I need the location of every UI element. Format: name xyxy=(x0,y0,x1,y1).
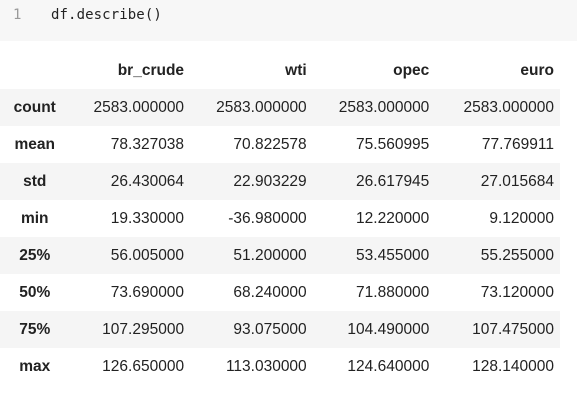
row-label: mean xyxy=(14,135,55,153)
table-cell: 113.030000 xyxy=(225,357,307,375)
table-cell: -36.980000 xyxy=(228,209,307,227)
table-cell: 2583.000000 xyxy=(338,98,430,116)
column-header: br_crude xyxy=(117,61,185,79)
output-area: br_crude wti opec euro count 2583.000000… xyxy=(0,52,577,385)
table-cell: 26.430064 xyxy=(110,172,185,190)
table-cell: 73.690000 xyxy=(110,283,185,301)
table-cell: 128.140000 xyxy=(472,357,554,375)
table-cell: 9.120000 xyxy=(489,209,554,227)
table-row: count 2583.000000 2583.000000 2583.00000… xyxy=(0,89,560,126)
table-cell: 55.255000 xyxy=(480,246,554,264)
table-cell: 26.617945 xyxy=(356,172,430,190)
row-label: count xyxy=(13,98,56,116)
table-cell: 107.475000 xyxy=(472,320,554,338)
table-cell: 2583.000000 xyxy=(93,98,185,116)
table-cell: 78.327038 xyxy=(110,135,185,153)
table-row: 50% 73.690000 68.240000 71.880000 73.120… xyxy=(0,274,560,311)
table-row: mean 78.327038 70.822578 75.560995 77.76… xyxy=(0,126,560,163)
row-label: min xyxy=(20,209,49,227)
row-label: max xyxy=(19,357,51,375)
table-cell: 19.330000 xyxy=(110,209,185,227)
table-row: 25% 56.005000 51.200000 53.455000 55.255… xyxy=(0,237,560,274)
code-input[interactable]: df.describe() xyxy=(51,7,162,23)
table-row: 75% 107.295000 93.075000 104.490000 107.… xyxy=(0,311,560,348)
table-cell: 27.015684 xyxy=(480,172,554,190)
table-cell: 53.455000 xyxy=(356,246,430,264)
table-cell: 2583.000000 xyxy=(463,98,554,116)
code-cell[interactable]: 1 df.describe() xyxy=(0,0,577,41)
column-header: wti xyxy=(285,61,307,79)
table-cell: 126.650000 xyxy=(102,357,185,375)
table-body: count 2583.000000 2583.000000 2583.00000… xyxy=(0,89,560,385)
table-cell: 71.880000 xyxy=(356,283,430,301)
table-cell: 124.640000 xyxy=(347,357,430,375)
table-cell: 73.120000 xyxy=(480,283,554,301)
table-row: max 126.650000 113.030000 124.640000 128… xyxy=(0,348,560,385)
row-label: 50% xyxy=(19,283,51,301)
table-row: min 19.330000 -36.980000 12.220000 9.120… xyxy=(0,200,560,237)
table-cell: 107.295000 xyxy=(102,320,185,338)
line-number: 1 xyxy=(13,7,22,23)
table-cell: 75.560995 xyxy=(356,135,430,153)
row-label: 25% xyxy=(19,246,51,264)
describe-table: br_crude wti opec euro count 2583.000000… xyxy=(0,52,560,385)
table-cell: 12.220000 xyxy=(356,209,430,227)
column-header: opec xyxy=(393,61,430,79)
table-cell: 77.769911 xyxy=(481,135,554,153)
table-cell: 104.490000 xyxy=(347,320,430,338)
table-cell: 22.903229 xyxy=(233,172,307,190)
row-label: 75% xyxy=(19,320,51,338)
table-cell: 70.822578 xyxy=(233,135,307,153)
table-header-row: br_crude wti opec euro xyxy=(0,52,560,89)
table-row: std 26.430064 22.903229 26.617945 27.015… xyxy=(0,163,560,200)
table-cell: 51.200000 xyxy=(233,246,307,264)
table-cell: 2583.000000 xyxy=(216,98,307,116)
index-header xyxy=(0,52,69,89)
table-cell: 93.075000 xyxy=(233,320,307,338)
table-cell: 68.240000 xyxy=(233,283,307,301)
row-label: std xyxy=(23,172,47,190)
column-header: euro xyxy=(520,61,554,79)
table-cell: 56.005000 xyxy=(110,246,185,264)
